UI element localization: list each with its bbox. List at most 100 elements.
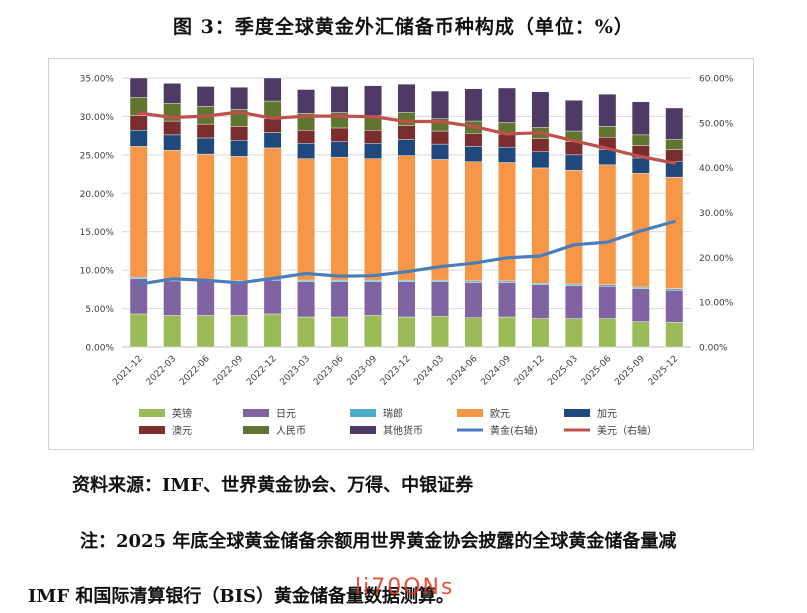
- bar-segment-英镑: [163, 315, 182, 348]
- y-left-tick-label: 25.00%: [80, 151, 115, 161]
- bar-segment-澳元: [129, 115, 148, 131]
- bar-segment-加元: [531, 151, 550, 169]
- bar-segment-瑞郎: [431, 279, 449, 282]
- legend-label: 澳元: [172, 424, 192, 437]
- bar-segment-瑞郎: [498, 280, 516, 283]
- bar-segment-其他货币: [297, 89, 315, 114]
- bar-segment-欧元: [665, 176, 684, 289]
- y-left-tick-label: 15.00%: [80, 228, 115, 238]
- x-tick-label: 2025-09: [613, 354, 647, 388]
- bar-segment-瑞郎: [297, 279, 315, 282]
- chart-container: 0.00% 5.00% 10.00% 15.00% 20.00% 25.00% 30.00%…: [48, 58, 754, 450]
- bar-segment-欧元: [297, 158, 315, 281]
- bar-segment-其他货币: [564, 100, 583, 132]
- legend-swatch-日元: [243, 409, 269, 417]
- source-text: 资料来源：IMF、世界黄金协会、万得、中银证券: [72, 475, 474, 496]
- bar-segment-日元: [263, 279, 282, 315]
- bar-segment-英镑: [397, 316, 416, 348]
- legend-label: 英镑: [172, 407, 192, 420]
- y-left-tick-label: 20.00%: [80, 190, 115, 200]
- bar-segment-瑞郎: [330, 279, 349, 282]
- legend-label: 美元（右轴）: [597, 424, 657, 437]
- x-tick-label: 2024-12: [513, 354, 547, 388]
- y-left-tick-label: 30.00%: [80, 113, 115, 123]
- bar-segment-日元: [598, 286, 617, 319]
- bar-segment-欧元: [196, 153, 215, 280]
- bar-segment-英镑: [464, 317, 483, 348]
- legend-swatch-瑞郎: [350, 409, 376, 417]
- bar-segment-日元: [397, 281, 416, 318]
- bar-segment-澳元: [330, 127, 349, 142]
- bar-segment-日元: [498, 282, 516, 318]
- y-right-tick-label: 10.00%: [699, 299, 734, 309]
- bar-segment-澳元: [665, 149, 684, 162]
- bar-segment-加元: [330, 141, 349, 158]
- bar-segment-瑞郎: [631, 286, 650, 289]
- bar-segment-英镑: [263, 313, 282, 348]
- bar-segment-日元: [531, 284, 550, 319]
- bar-segment-英镑: [364, 315, 382, 348]
- bar-segment-加元: [498, 146, 516, 163]
- bar-segment-澳元: [498, 133, 516, 148]
- legend-swatch-英镑: [139, 409, 165, 417]
- bar-segment-瑞郎: [397, 279, 416, 282]
- bar-segment-英镑: [297, 316, 315, 348]
- line-series-黄金(右轴): [137, 219, 676, 286]
- bar-segment-日元: [665, 289, 684, 323]
- legend-swatch-其他货币: [350, 426, 376, 434]
- x-tick-label: 2022-03: [145, 354, 179, 388]
- bar-segment-其他货币: [464, 88, 483, 122]
- bar-segment-其他货币: [431, 90, 449, 119]
- bar-segment-瑞郎: [129, 276, 148, 279]
- note-text: 注：2025 年底全球黄金储备余额用世界黄金协会披露的全球黄金储备量减: [80, 531, 677, 552]
- bar-segment-日元: [564, 285, 583, 319]
- bar-segment-欧元: [397, 155, 416, 281]
- bar-segment-澳元: [263, 118, 282, 133]
- bar-segment-英镑: [330, 316, 349, 348]
- chart: 0.00% 5.00% 10.00% 15.00% 20.00% 25.00% 30.00%…: [80, 75, 734, 438]
- bar-segment-加元: [196, 137, 215, 155]
- bar-segment-日元: [196, 280, 215, 316]
- figure-title: 图 3：季度全球黄金外汇储备币种构成（单位：%）: [173, 16, 634, 38]
- bar-segment-澳元: [230, 126, 249, 141]
- bar-segment-其他货币: [196, 86, 215, 107]
- y-right-tick-label: 0.00%: [699, 344, 728, 354]
- y-right-tick-label: 60.00%: [699, 75, 734, 85]
- bar-segment-欧元: [230, 156, 249, 282]
- bar-segment-英镑: [631, 321, 650, 348]
- legend-label: 日元: [276, 409, 296, 420]
- bar-segment-欧元: [364, 158, 382, 281]
- bar-segment-加元: [397, 139, 416, 156]
- bar-segment-其他货币: [330, 86, 349, 113]
- y-right-tick-label: 40.00%: [699, 164, 734, 174]
- bar-segment-加元: [230, 140, 249, 157]
- x-tick-label: 2025-12: [647, 354, 681, 388]
- x-tick-label: 2023-09: [345, 354, 379, 388]
- bar-segment-英镑: [598, 318, 617, 348]
- bar-segment-人民币: [665, 139, 684, 150]
- bar-segment-其他货币: [230, 87, 249, 110]
- bar-segment-瑞郎: [531, 283, 550, 285]
- bar-segment-澳元: [531, 138, 550, 152]
- bar-segment-欧元: [431, 159, 449, 281]
- bar-segment-英镑: [230, 315, 249, 348]
- bar-segment-瑞郎: [464, 280, 483, 283]
- bar-segment-加元: [297, 143, 315, 159]
- bar-segment-澳元: [364, 130, 382, 144]
- bar-segment-欧元: [598, 164, 617, 285]
- note-text-continued: IMF 和国际清算银行（BIS）黄金储备量数据测算。: [28, 586, 455, 607]
- x-tick-label: 2024-09: [479, 354, 513, 388]
- y-left-tick-label: 0.00%: [85, 344, 114, 354]
- bar-segment-日元: [163, 280, 182, 316]
- x-tick-label: 2025-06: [580, 354, 614, 388]
- bar-segment-日元: [297, 281, 315, 318]
- legend-swatch-澳元: [139, 426, 165, 434]
- bar-segment-其他货币: [163, 83, 182, 104]
- bar-segment-英镑: [531, 318, 550, 348]
- legend-label: 瑞郎: [383, 407, 403, 420]
- bar-segment-英镑: [498, 316, 516, 348]
- bar-segment-欧元: [531, 167, 550, 284]
- x-tick-label: 2025-03: [546, 354, 580, 388]
- bar-segment-澳元: [397, 125, 416, 140]
